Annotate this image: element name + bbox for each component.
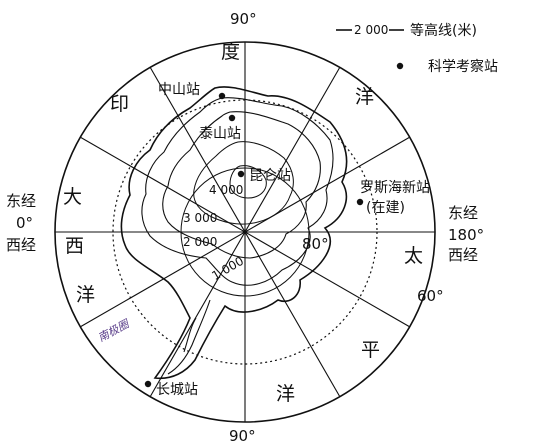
west-label-left: 西经 <box>6 236 36 254</box>
meridians <box>55 42 435 422</box>
contour-label-1000: 1 000 <box>209 254 246 283</box>
ocean-indian-1: 印 <box>110 93 129 115</box>
ocean-atlantic-3: 洋 <box>76 284 95 306</box>
station-taishan-marker <box>228 114 236 122</box>
contour-label-2000: 2 000 <box>183 235 217 249</box>
contour-3000 <box>193 141 294 225</box>
east-label-left: 东经 <box>6 192 36 210</box>
meridian-90-top: 90° <box>230 10 257 28</box>
latitude-60-label: 60° <box>417 287 444 305</box>
legend: 2 000 等高线(米) 科学考察站 <box>336 22 498 75</box>
legend-contour-sample: 2 000 <box>354 23 388 37</box>
legend-station-marker <box>396 62 404 70</box>
west-label-right: 西经 <box>448 246 478 264</box>
station-rossnew-marker <box>356 198 364 206</box>
region-label: 南极圈 <box>96 317 133 345</box>
coastline <box>120 86 348 380</box>
meridian-90-bottom: 90° <box>229 427 256 444</box>
ocean-pacific-3: 洋 <box>276 383 295 405</box>
latitude-80-label: 80° <box>302 235 329 253</box>
peninsula <box>167 299 211 375</box>
station-zhongshan-label: 中山站 <box>158 82 200 98</box>
station-taishan-label: 泰山站 <box>199 126 241 142</box>
legend-contour-label: 等高线(米) <box>410 22 477 39</box>
meridian-0-label: 0° <box>16 214 33 232</box>
station-zhongshan-marker <box>218 92 226 100</box>
east-label-right: 东经 <box>448 204 478 222</box>
contour-1000 <box>141 97 334 286</box>
ocean-atlantic-2: 西 <box>65 235 84 257</box>
station-rossnew-label-1: 罗斯海新站 <box>360 180 430 196</box>
contour-4000 <box>229 165 267 199</box>
legend-station-label: 科学考察站 <box>428 58 498 75</box>
ocean-atlantic-1: 大 <box>63 186 82 208</box>
ocean-pacific-1: 太 <box>404 245 423 267</box>
station-changcheng-marker <box>144 380 152 388</box>
ocean-indian-3: 洋 <box>355 86 374 108</box>
contour-2000 <box>162 111 321 259</box>
contour-label-4000: 4 000 <box>209 183 243 197</box>
station-rossnew-label-2: (在建) <box>366 200 405 216</box>
contour-label-3000: 3 000 <box>183 211 217 225</box>
station-kunlun-label: 昆仑站 <box>249 168 291 184</box>
meridian-180-label: 180° <box>448 226 484 244</box>
ocean-indian-2: 度 <box>221 41 240 63</box>
station-changcheng-label: 长城站 <box>156 382 198 398</box>
station-kunlun-marker <box>237 170 245 178</box>
ocean-pacific-2: 平 <box>361 339 380 361</box>
